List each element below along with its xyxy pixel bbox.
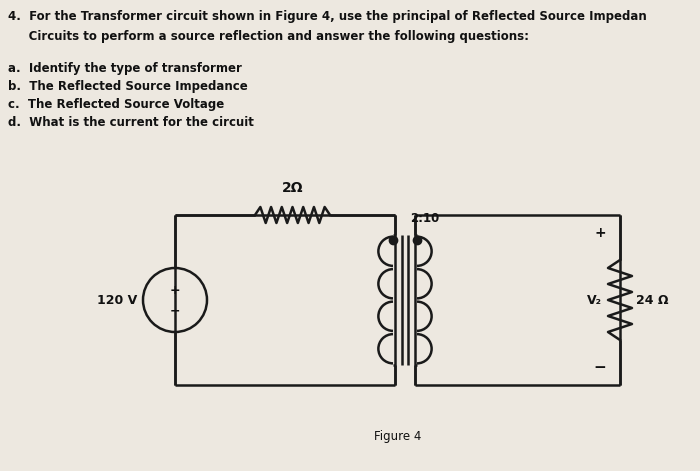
Text: −: − bbox=[169, 304, 181, 317]
Text: d.  What is the current for the circuit: d. What is the current for the circuit bbox=[8, 116, 254, 129]
Text: +: + bbox=[594, 226, 606, 240]
Text: +: + bbox=[169, 284, 181, 298]
Text: Circuits to perform a source reflection and answer the following questions:: Circuits to perform a source reflection … bbox=[8, 30, 529, 43]
Text: −: − bbox=[594, 359, 606, 374]
Text: c.  The Reflected Source Voltage: c. The Reflected Source Voltage bbox=[8, 98, 224, 111]
Text: a.  Identify the type of transformer: a. Identify the type of transformer bbox=[8, 62, 242, 75]
Text: V₂: V₂ bbox=[587, 293, 602, 307]
Text: 24 Ω: 24 Ω bbox=[636, 293, 668, 307]
Text: 2:10: 2:10 bbox=[410, 212, 440, 225]
Text: Figure 4: Figure 4 bbox=[374, 430, 421, 443]
Text: b.  The Reflected Source Impedance: b. The Reflected Source Impedance bbox=[8, 80, 248, 93]
Text: 4.  For the Transformer circuit shown in Figure 4, use the principal of Reflecte: 4. For the Transformer circuit shown in … bbox=[8, 10, 647, 23]
Text: 120 V: 120 V bbox=[97, 293, 137, 307]
Text: 2Ω: 2Ω bbox=[281, 181, 303, 195]
